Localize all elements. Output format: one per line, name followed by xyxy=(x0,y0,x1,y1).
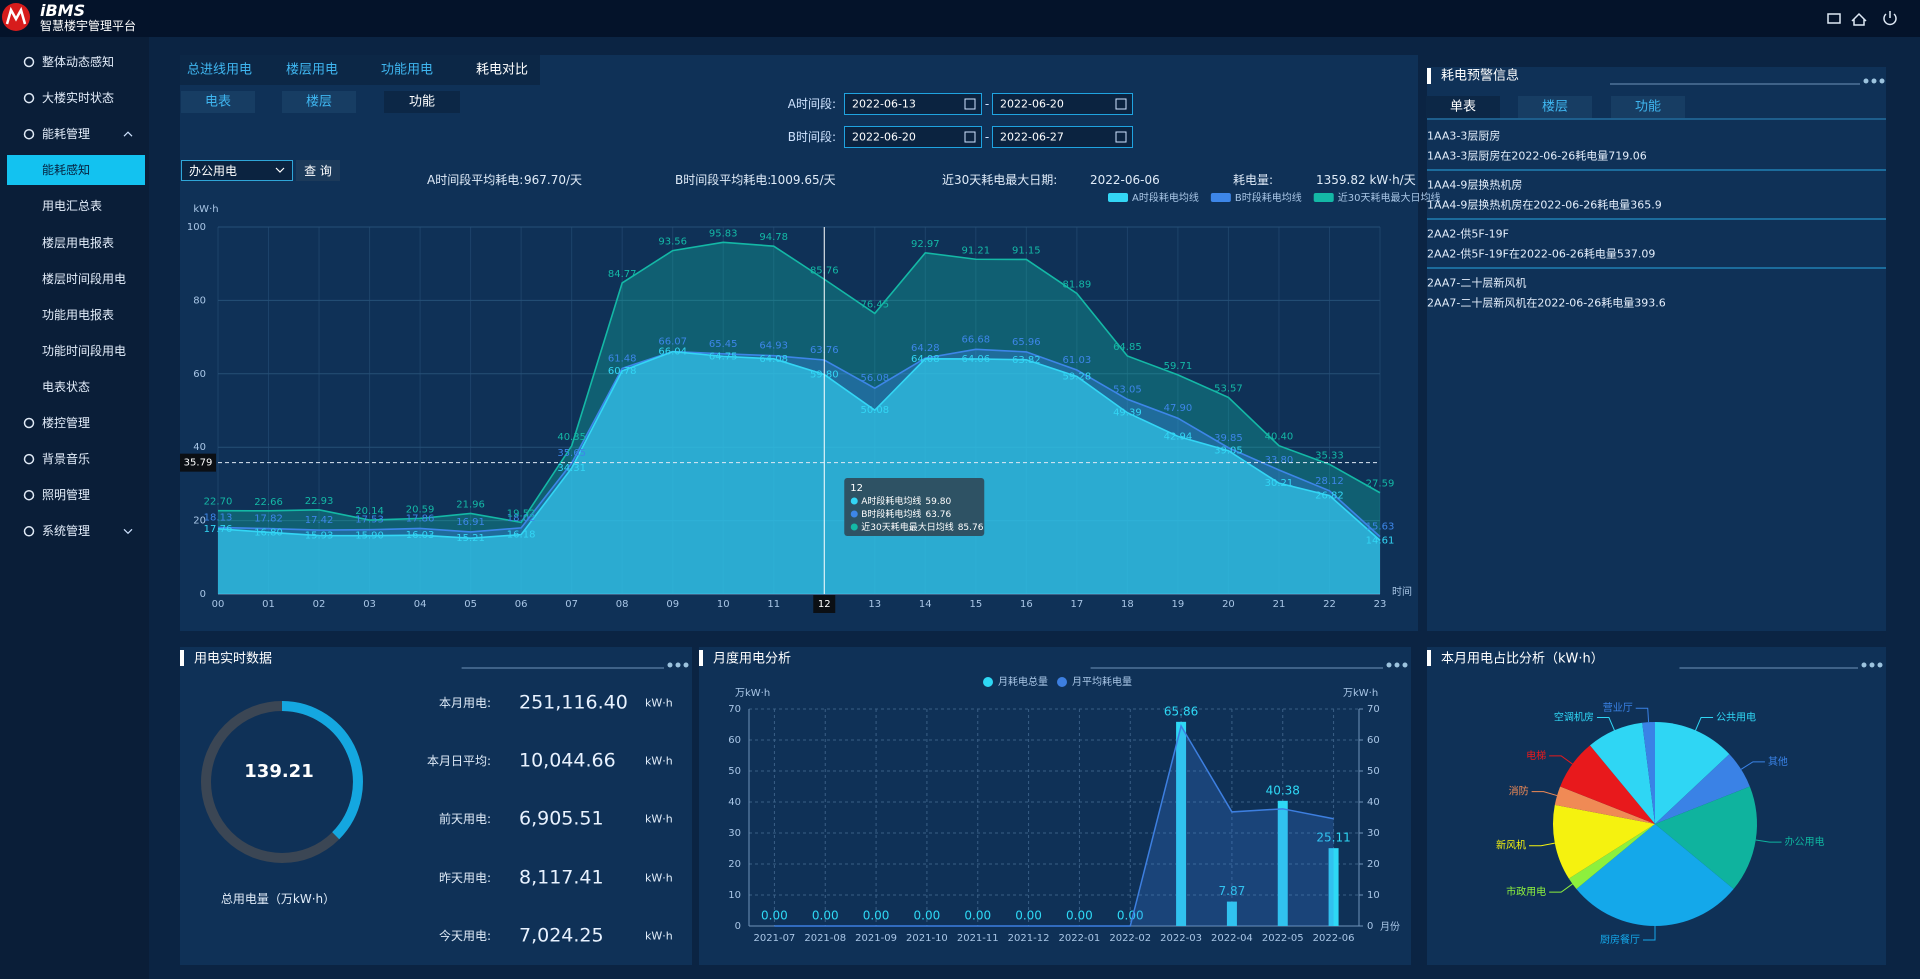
logo-text: iBMS xyxy=(40,3,85,19)
menu-item[interactable]: 楼控管理 xyxy=(42,417,90,429)
monthly-panel xyxy=(699,647,1411,965)
warning-name: 1AA4-9层换热机房 xyxy=(1427,180,1522,191)
stat-value: 2022-06-06 xyxy=(1090,174,1160,186)
warning-detail: 2AA2-供5F-19F在2022-06-26耗电量537.09 xyxy=(1427,249,1655,260)
menu-item[interactable]: 背景音乐 xyxy=(42,453,90,465)
metric-value: 7,024.25 xyxy=(519,926,604,945)
stat-label: 近30天耗电最大日期: xyxy=(942,174,1057,186)
tab[interactable]: 耗电对比 xyxy=(476,64,528,77)
warning-name: 2AA2-供5F-19F xyxy=(1427,229,1509,240)
metric-unit: kW·h xyxy=(645,814,673,825)
app-title: 智慧楼宇管理平台 xyxy=(40,20,136,32)
panel-title: 耗电预警信息 xyxy=(1441,70,1519,83)
date-separator: - xyxy=(985,98,989,110)
metric-unit: kW·h xyxy=(645,872,673,883)
submenu-item[interactable]: 能耗感知 xyxy=(42,164,90,176)
gauge-label: 总用电量（万kW·h） xyxy=(221,893,335,905)
tab[interactable]: 功能用电 xyxy=(381,64,433,77)
filter-label: B时间段: xyxy=(788,131,836,143)
metric-unit: kW·h xyxy=(645,756,673,767)
pie-panel xyxy=(1427,647,1886,965)
submenu-item[interactable]: 电表状态 xyxy=(42,381,90,393)
stat-label: B时间段平均耗电: xyxy=(675,174,771,186)
stat-value: 967.70/天 xyxy=(524,174,582,186)
submenu-item[interactable]: 楼层时间段用电 xyxy=(42,273,126,285)
metric-value: 10,044.66 xyxy=(519,752,616,771)
warning-name: 1AA3-3层厨房 xyxy=(1427,131,1500,142)
metric-label: 昨天用电: xyxy=(439,872,491,884)
menu-item[interactable]: 大楼实时状态 xyxy=(42,92,114,104)
metric-label: 前天用电: xyxy=(439,813,491,825)
sub-tab[interactable]: 楼层 xyxy=(306,96,332,109)
submenu-item[interactable]: 功能用电报表 xyxy=(42,309,114,321)
menu-item[interactable]: 能耗管理 xyxy=(42,128,90,140)
sub-tab[interactable]: 电表 xyxy=(205,96,231,109)
panel-title: 用电实时数据 xyxy=(194,653,272,666)
tab[interactable]: 楼层用电 xyxy=(286,64,338,77)
stat-label: 耗电量: xyxy=(1233,174,1273,186)
tab[interactable]: 总进线用电 xyxy=(187,64,252,77)
warning-name: 2AA7-二十层新风机 xyxy=(1427,278,1526,289)
warning-detail: 1AA3-3层厨房在2022-06-26耗电量719.06 xyxy=(1427,151,1647,162)
query-button-text[interactable]: 查 询 xyxy=(304,165,332,177)
date-separator: - xyxy=(985,131,989,143)
metric-label: 本月用电: xyxy=(439,697,491,709)
filter-label: A时间段: xyxy=(788,98,836,110)
metric-value: 251,116.40 xyxy=(519,694,628,713)
select-value[interactable]: 办公用电 xyxy=(189,165,237,177)
warning-tab[interactable]: 楼层 xyxy=(1542,101,1568,114)
warning-detail: 1AA4-9层换热机房在2022-06-26耗电量365.9 xyxy=(1427,200,1662,211)
metric-value: 6,905.51 xyxy=(519,810,604,829)
submenu-item[interactable]: 功能时间段用电 xyxy=(42,345,126,357)
menu-item[interactable]: 照明管理 xyxy=(42,489,90,501)
stat-value: 1009.65/天 xyxy=(770,174,836,186)
warning-tab[interactable]: 单表 xyxy=(1450,101,1476,114)
metric-label: 本月日平均: xyxy=(427,755,491,767)
metric-unit: kW·h xyxy=(645,698,673,709)
panel-title: 月度用电分析 xyxy=(713,653,791,666)
stat-label: A时间段平均耗电: xyxy=(427,174,523,186)
date-value: 2022-06-27 xyxy=(1000,132,1064,143)
submenu-item[interactable]: 用电汇总表 xyxy=(42,200,102,212)
stat-value: 1359.82 kW·h/天 xyxy=(1316,174,1416,186)
panel-title: 本月用电占比分析（kW·h） xyxy=(1441,653,1604,666)
header xyxy=(0,0,1920,37)
date-value: 2022-06-20 xyxy=(852,132,916,143)
metric-label: 今天用电: xyxy=(439,930,491,942)
warning-tab[interactable]: 功能 xyxy=(1635,101,1661,114)
gauge-value: 139.21 xyxy=(244,763,313,781)
warning-detail: 2AA7-二十层新风机在2022-06-26耗电量393.6 xyxy=(1427,298,1666,309)
menu-item[interactable]: 系统管理 xyxy=(42,525,90,537)
date-value: 2022-06-13 xyxy=(852,99,916,110)
metric-unit: kW·h xyxy=(645,930,673,941)
submenu-item[interactable]: 楼层用电报表 xyxy=(42,237,114,249)
date-value: 2022-06-20 xyxy=(1000,99,1064,110)
sub-tab[interactable]: 功能 xyxy=(409,96,435,109)
menu-item[interactable]: 整体动态感知 xyxy=(42,56,114,68)
metric-value: 8,117.41 xyxy=(519,868,604,887)
